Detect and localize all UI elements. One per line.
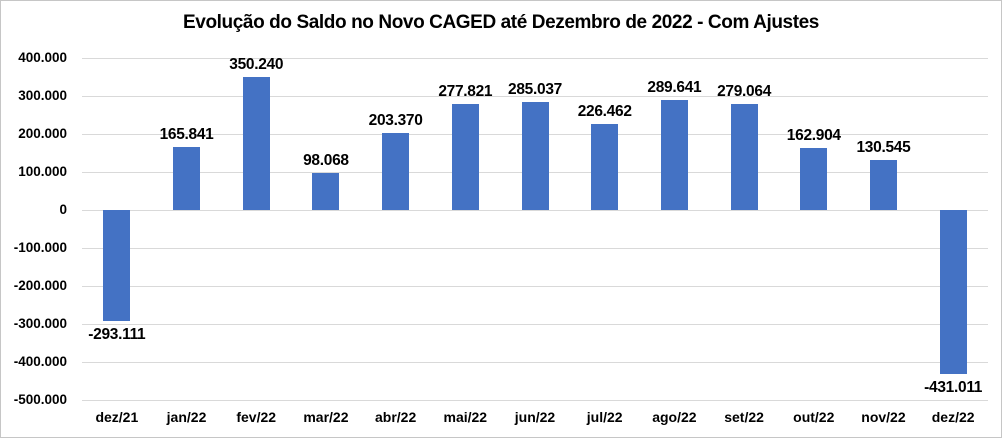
gridline — [82, 324, 988, 325]
y-axis-tick-label: 300.000 — [18, 88, 67, 103]
data-label-mar/22: 98.068 — [303, 151, 349, 169]
bar-ago/22 — [660, 99, 688, 210]
data-label-dez/21: -293.111 — [88, 326, 146, 344]
y-axis-tick-label: 100.000 — [18, 164, 67, 179]
bar-dez/21 — [103, 210, 131, 322]
gridline — [82, 248, 988, 249]
bar-abr/22 — [382, 132, 410, 210]
y-axis-tick-label: 0 — [59, 202, 67, 217]
x-axis-label-fev/22: fev/22 — [236, 409, 277, 425]
x-axis-label-jun/22: jun/22 — [514, 409, 556, 425]
data-label-abr/22: 203.370 — [368, 111, 423, 129]
bar-fev/22 — [242, 76, 270, 210]
x-axis-label-mar/22: mar/22 — [303, 409, 349, 425]
gridline — [82, 210, 988, 211]
x-axis-label-abr/22: abr/22 — [374, 409, 417, 425]
x-axis-label-dez/22: dez/22 — [931, 409, 975, 425]
x-axis-label-nov/22: nov/22 — [861, 409, 906, 425]
data-label-ago/22: 289.641 — [647, 78, 702, 96]
gridline — [82, 286, 988, 287]
data-label-set/22: 279.064 — [717, 82, 772, 100]
chart-title: Evolução do Saldo no Novo CAGED até Deze… — [183, 12, 819, 33]
y-axis-tick-label: -500.000 — [13, 392, 67, 407]
data-label-jun/22: 285.037 — [508, 80, 562, 98]
data-label-nov/22: 130.545 — [856, 139, 911, 157]
x-axis-label-jul/22: jul/22 — [586, 409, 623, 425]
x-axis-label-jan/22: jan/22 — [166, 409, 207, 425]
data-label-mai/22: 277.821 — [438, 83, 493, 101]
x-axis-label-out/22: out/22 — [793, 409, 835, 425]
x-axis-label-ago/22: ago/22 — [652, 409, 697, 425]
y-axis-tick-label: -400.000 — [13, 354, 67, 369]
bar-mai/22 — [451, 104, 479, 210]
bar-jul/22 — [591, 123, 619, 210]
y-axis-tick-label: -100.000 — [13, 240, 67, 255]
bar-jun/22 — [521, 101, 549, 210]
gridline — [82, 362, 988, 363]
data-label-fev/22: 350.240 — [229, 55, 284, 73]
y-axis-tick-label: 200.000 — [18, 126, 67, 141]
data-label-out/22: 162.904 — [786, 127, 841, 145]
bar-jan/22 — [173, 146, 201, 210]
bar-nov/22 — [869, 160, 897, 210]
data-label-jul/22: 226.462 — [577, 102, 632, 120]
bar-mar/22 — [312, 172, 340, 210]
bar-out/22 — [800, 148, 828, 210]
x-axis-label-set/22: set/22 — [724, 409, 764, 425]
y-axis-tick-label: -200.000 — [13, 278, 67, 293]
y-axis-tick-label: 400.000 — [18, 50, 67, 65]
y-axis-tick-label: -300.000 — [13, 316, 67, 331]
data-label-jan/22: 165.841 — [159, 125, 214, 143]
gridline — [82, 58, 988, 59]
x-axis-label-dez/21: dez/21 — [95, 409, 139, 425]
x-axis-label-mai/22: mai/22 — [443, 409, 488, 425]
gridline — [82, 96, 988, 97]
bar-set/22 — [730, 103, 758, 210]
bar-dez/22 — [939, 210, 967, 374]
data-label-dez/22: -431.011 — [924, 378, 983, 396]
gridline — [82, 400, 988, 401]
